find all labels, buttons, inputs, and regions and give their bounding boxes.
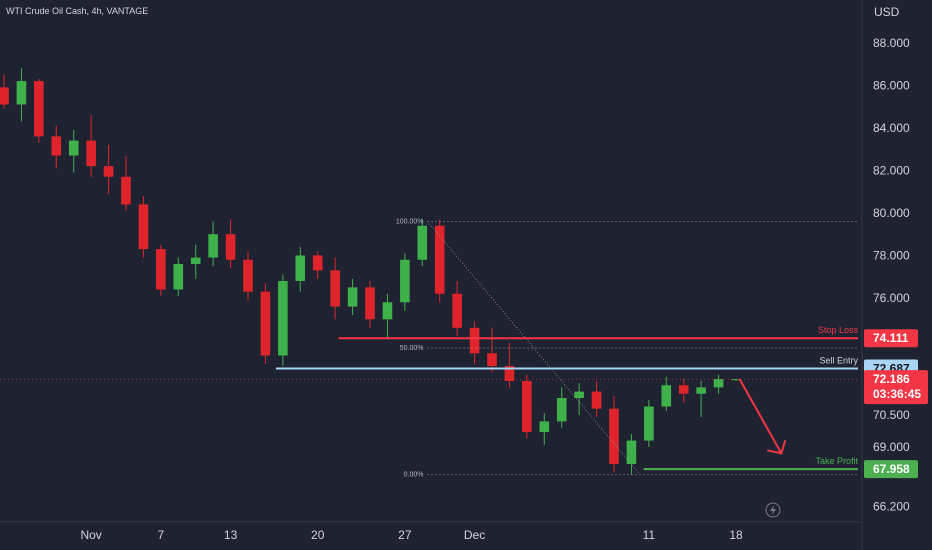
candle-body (400, 259, 410, 303)
candle-body (86, 140, 96, 167)
candle-body (556, 398, 567, 422)
take-profit-label: Take Profit (815, 456, 858, 466)
candle-body (539, 421, 550, 433)
time-tick-label: 13 (224, 528, 238, 542)
candle-body (713, 379, 724, 388)
candle-body (609, 408, 619, 464)
countdown-text: 03:36:45 (873, 387, 921, 401)
candle-body (34, 81, 44, 137)
stop-loss-label: Stop Loss (818, 325, 859, 335)
candle-body (626, 440, 637, 464)
candle-body (696, 387, 706, 394)
candle-body (417, 225, 428, 260)
candle-body (260, 291, 271, 356)
chart-title: WTI Crude Oil Cash, 4h, VANTAGE (6, 6, 149, 16)
candle-body (16, 81, 27, 105)
candle-body (522, 380, 532, 433)
price-tick-label: 86.000 (873, 78, 910, 92)
candle-body (504, 366, 515, 381)
candle-body (68, 140, 79, 156)
fib-trend-line (427, 221, 641, 475)
time-tick-label: 20 (311, 528, 325, 542)
candle-body (382, 302, 393, 320)
candle-body (208, 234, 218, 258)
fib-level-label: 0.00% (404, 472, 424, 479)
fib-level-label: 100.00% (396, 218, 424, 225)
candle-body (156, 249, 166, 290)
current-price-badge-text: 72.186 (873, 372, 910, 386)
candle-body (452, 293, 462, 328)
price-tick-label: 88.000 (873, 36, 910, 50)
candle-body (487, 353, 497, 367)
candle-body (225, 234, 236, 260)
time-tick-label: 7 (158, 528, 165, 542)
stop-loss-badge-text: 74.111 (873, 331, 909, 345)
arrow-shaft (738, 378, 783, 454)
price-tick-label: 66.200 (873, 499, 910, 513)
time-tick-label: Nov (80, 528, 101, 542)
candle-body (469, 327, 480, 354)
candles (0, 68, 741, 475)
time-tick-label: 11 (643, 528, 656, 542)
price-tick-label: 76.000 (873, 291, 910, 305)
candle-body (173, 263, 184, 290)
candle-body (243, 259, 253, 292)
candle-body (295, 255, 306, 282)
time-tick-label: Dec (464, 528, 485, 542)
fib-retracement: 100.00% 50.00% 0.00% (396, 218, 858, 479)
price-tick-label: 69.000 (873, 440, 910, 454)
projection-arrow (738, 378, 787, 455)
price-tick-label: 70.500 (873, 408, 910, 422)
candle-body (661, 385, 672, 407)
time-tick-label: 18 (729, 528, 743, 542)
candle-body (51, 136, 62, 156)
candle-body (330, 270, 340, 307)
take-profit-badge-bg (864, 460, 918, 479)
arrow-head (767, 440, 787, 455)
candle-body (434, 225, 445, 294)
candle-body (103, 166, 114, 177)
trade-levels: Stop Loss Sell Entry Take Profit (0, 325, 859, 471)
price-tick-label: 78.000 (873, 248, 910, 262)
candle-body (678, 385, 689, 394)
candle-body (644, 406, 654, 441)
take-profit-badge-text: 67.958 (873, 462, 910, 476)
candle-body (0, 87, 9, 105)
sell-entry-label: Sell Entry (819, 356, 858, 366)
price-tick-label: 84.000 (873, 121, 910, 135)
time-tick-label: 27 (398, 528, 412, 542)
candle-body (731, 379, 741, 381)
candle-body (278, 281, 288, 356)
fib-level-label: 50.00% (400, 345, 424, 352)
current-price-badge-bg (864, 370, 928, 405)
lightning-icon[interactable] (765, 502, 781, 518)
stop-loss-badge-bg (864, 329, 918, 348)
candle-body (591, 391, 602, 409)
candle-body (365, 287, 375, 320)
price-tick-label: 82.000 (873, 163, 910, 177)
candle-body (190, 257, 201, 264)
candle-body (121, 176, 131, 205)
candle-body (138, 204, 149, 250)
candle-body (312, 255, 323, 271)
price-tick-label: 80.000 (873, 206, 910, 220)
time-axis[interactable]: Nov 7 13 20 27 Dec 11 18 (80, 528, 743, 542)
currency-selector[interactable]: USD (874, 5, 900, 19)
candle-body (574, 391, 584, 399)
candle-body (347, 287, 358, 307)
